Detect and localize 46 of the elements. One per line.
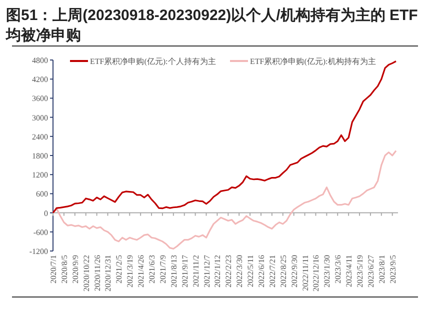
x-tick-label: 2020/9/9 xyxy=(70,255,80,284)
x-tick-label: 2023/6/27 xyxy=(366,255,376,288)
y-tick-label: 1200 xyxy=(32,170,48,180)
x-tick-label: 2022/2/23 xyxy=(224,255,234,288)
x-tick-label: 2022/3/30 xyxy=(235,255,244,288)
y-tick-label: 2400 xyxy=(32,132,48,142)
x-tick-label: 2021/9/17 xyxy=(180,255,190,288)
x-tick-label: 2022/5/11 xyxy=(246,255,256,288)
y-tick-label: -600 xyxy=(33,228,48,237)
x-tick-label: 2023/3/6 xyxy=(334,255,343,284)
y-tick-label: -1200 xyxy=(29,247,48,256)
x-tick-label: 2022/9/30 xyxy=(290,255,299,288)
x-tick-label: 2021/3/19 xyxy=(126,255,135,288)
x-tick-label: 2023/1/30 xyxy=(322,255,332,288)
x-tick-label: 2020/11/26 xyxy=(92,255,102,292)
x-tick-label: 2021/7/9 xyxy=(158,255,168,284)
x-tick-label: 2022/1/12 xyxy=(213,255,222,288)
y-tick-label: 3600 xyxy=(32,94,48,104)
y-tick-label: 600 xyxy=(36,190,48,199)
y-tick-label: 4800 xyxy=(32,56,48,65)
y-tick-label: 0 xyxy=(44,208,48,218)
title: 图51：上周(20230918-20230922)以个人/机构持有为主的 ETF 均被净申购 xyxy=(6,7,418,44)
x-tick-label: 2021/11/2 xyxy=(191,255,200,288)
x-tick-label: 2023/4/11 xyxy=(344,255,354,288)
y-tick-label: 1800 xyxy=(32,152,48,160)
y-tick-label: 4200 xyxy=(32,75,48,84)
x-tick-label: 2020/10/22 xyxy=(82,255,91,292)
x-tick-label: 2020/7/1 xyxy=(49,255,58,284)
x-tick-label: 2023/5/19 xyxy=(356,255,365,288)
x-tick-label: 2023/8/1 xyxy=(377,255,386,284)
x-tick-label: 2020/8/5 xyxy=(60,255,69,284)
legend-label: ETF累积净申购(亿元):个人持有为主 xyxy=(90,57,216,66)
x-tick-label: 2022/7/21 xyxy=(268,255,277,288)
y-tick-label: 3000 xyxy=(32,113,48,122)
x-tick-label: 2022/8/25 xyxy=(278,255,288,288)
x-tick-label: 2021/6/3 xyxy=(148,255,157,284)
x-tick-label: 2021/4/26 xyxy=(136,255,146,288)
x-tick-label: 2021/8/13 xyxy=(169,255,178,288)
x-tick-label: 2020/12/31 xyxy=(104,255,113,292)
x-tick-label: 2022/12/16 xyxy=(312,255,321,292)
x-tick-label: 2022/6/16 xyxy=(256,255,266,288)
x-tick-label: 2021/12/7 xyxy=(202,255,212,288)
x-tick-label: 2022/11/11 xyxy=(300,255,310,291)
legend-label: ETF累积净申购(亿元):机构持有为主 xyxy=(250,57,376,66)
x-tick-label: 2021/2/5 xyxy=(114,255,124,284)
x-tick-label: 2023/9/5 xyxy=(388,255,398,284)
